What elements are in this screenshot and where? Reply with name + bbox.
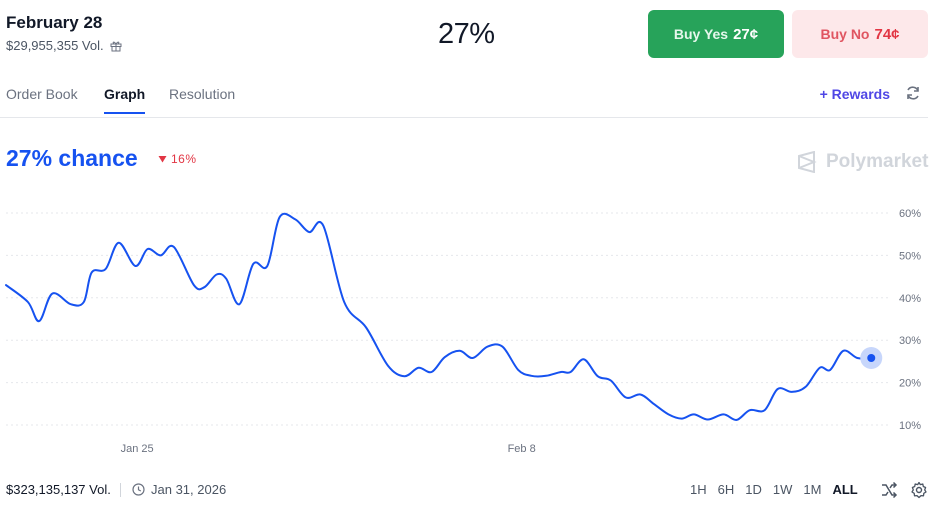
x-axis-ticks: Jan 25 Feb 8 <box>121 443 536 455</box>
y-tick-label: 10% <box>899 420 921 432</box>
price-chart[interactable]: 10% 20% 30% 40% 50% 60% Jan 25 Feb 8 <box>0 190 934 470</box>
rewards-link[interactable]: + Rewards <box>819 86 890 102</box>
shuffle-icon[interactable] <box>880 481 898 499</box>
headline-probability: 27% <box>438 18 495 50</box>
range-1d[interactable]: 1D <box>745 482 762 497</box>
y-tick-label: 40% <box>899 293 921 305</box>
gear-icon[interactable] <box>910 481 928 499</box>
refresh-icon[interactable] <box>904 84 922 102</box>
tab-resolution[interactable]: Resolution <box>169 86 236 102</box>
buy-no-price: 74¢ <box>874 25 900 43</box>
market-header: February 28 $29,955,355 Vol. 27% Buy Yes… <box>0 0 934 70</box>
end-date-text: Jan 31, 2026 <box>151 482 227 497</box>
market-title: February 28 <box>6 13 103 32</box>
chart-footer: $323,135,137 Vol. Jan 31, 2026 1H 6H 1D … <box>0 478 934 502</box>
chart-grid <box>6 212 890 426</box>
range-1h[interactable]: 1H <box>690 482 707 497</box>
buy-yes-label: Buy Yes <box>673 26 729 42</box>
market-volume: $29,955,355 Vol. <box>6 38 122 53</box>
buy-yes-price: 27¢ <box>733 25 759 43</box>
chance-delta-value: 16% <box>171 152 197 166</box>
y-tick-label: 50% <box>899 250 921 262</box>
polymarket-logo: Polymarket <box>796 151 928 173</box>
x-tick-label: Feb 8 <box>508 443 536 455</box>
tab-order-book[interactable]: Order Book <box>6 86 78 102</box>
total-volume: $323,135,137 Vol. <box>6 482 111 497</box>
market-volume-text: $29,955,355 Vol. <box>6 38 104 53</box>
brand-name: Polymarket <box>826 151 929 172</box>
range-all[interactable]: ALL <box>832 482 858 497</box>
current-point[interactable] <box>867 354 876 363</box>
buy-no-label: Buy No <box>820 26 870 42</box>
clock-icon <box>132 483 145 496</box>
range-1w[interactable]: 1W <box>772 482 793 497</box>
buy-no-button[interactable]: Buy No 74¢ <box>792 10 928 58</box>
y-tick-label: 30% <box>899 335 921 347</box>
series-line <box>5 212 873 421</box>
down-triangle-icon <box>158 156 167 163</box>
tab-graph[interactable]: Graph <box>104 86 146 114</box>
range-1m[interactable]: 1M <box>803 482 822 497</box>
gift-icon[interactable] <box>110 40 122 52</box>
x-tick-label: Jan 25 <box>121 443 154 455</box>
footer-divider <box>120 483 121 497</box>
tab-bar: Order Book Graph Resolution + Rewards <box>0 82 928 118</box>
chance-delta: 16% <box>158 152 197 166</box>
y-tick-label: 20% <box>899 378 921 390</box>
y-tick-label: 60% <box>899 208 921 220</box>
buy-yes-button[interactable]: Buy Yes 27¢ <box>648 10 784 58</box>
y-axis-ticks: 10% 20% 30% 40% 50% 60% <box>899 208 921 432</box>
chance-label: 27% chance <box>6 145 138 171</box>
range-6h[interactable]: 6H <box>717 482 735 497</box>
time-range-selector: 1H 6H 1D 1W 1M ALL <box>690 482 869 497</box>
polymarket-logo-icon <box>798 151 817 173</box>
end-date: Jan 31, 2026 <box>132 482 226 497</box>
